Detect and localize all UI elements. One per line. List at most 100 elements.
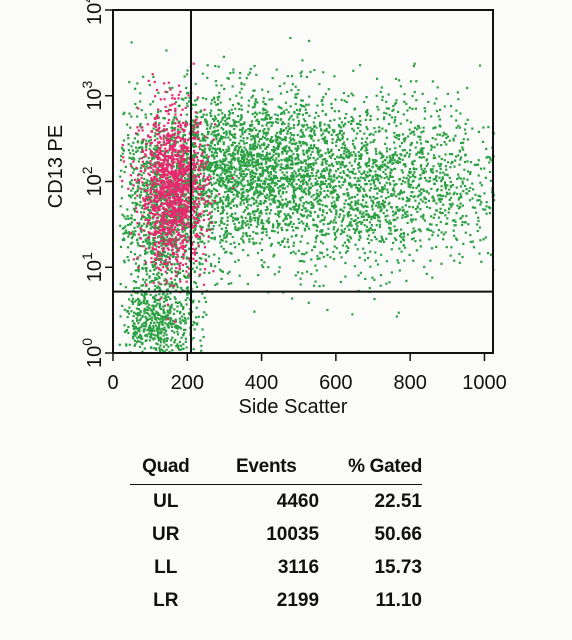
data-point (297, 218, 300, 221)
data-point (196, 208, 199, 211)
data-point (320, 134, 323, 137)
data-point (192, 145, 195, 148)
data-point (330, 150, 333, 153)
data-point (435, 170, 438, 173)
data-point (322, 169, 325, 172)
data-point (439, 200, 442, 203)
data-point (199, 225, 202, 228)
data-point (219, 109, 222, 112)
data-point (224, 251, 227, 254)
data-point (252, 89, 255, 92)
data-point (194, 154, 197, 157)
data-point (389, 221, 392, 225)
data-point (254, 100, 257, 103)
data-point (209, 141, 212, 144)
data-point (278, 211, 281, 214)
data-point (272, 151, 275, 154)
data-point (383, 206, 386, 209)
data-point (343, 149, 346, 152)
data-point (253, 127, 256, 130)
data-point (267, 175, 270, 178)
data-point (326, 189, 329, 192)
data-point (219, 159, 222, 162)
data-point (310, 135, 314, 138)
data-point (294, 172, 297, 175)
data-point (182, 148, 185, 151)
data-point (231, 166, 234, 169)
data-point (231, 112, 234, 115)
data-point (262, 266, 265, 269)
data-point (325, 129, 328, 132)
data-point (357, 126, 360, 129)
data-point (324, 141, 327, 144)
data-point (434, 177, 437, 181)
data-point (332, 228, 335, 231)
data-point (220, 84, 223, 87)
data-point (258, 211, 261, 215)
data-point (342, 210, 345, 213)
data-point (159, 176, 162, 180)
data-point (374, 187, 378, 190)
data-point (415, 186, 418, 190)
data-point (196, 190, 199, 193)
data-point (299, 108, 302, 111)
data-point (145, 224, 149, 227)
data-point (321, 181, 324, 184)
data-point (334, 221, 337, 224)
data-point (155, 180, 158, 183)
data-point (301, 135, 304, 138)
data-point (247, 212, 251, 215)
data-point (331, 138, 334, 141)
data-point (185, 257, 189, 260)
data-point (328, 171, 331, 174)
data-point (416, 128, 419, 131)
data-point (165, 254, 168, 257)
data-point (134, 281, 137, 284)
data-point (198, 165, 201, 168)
data-point (162, 130, 165, 133)
data-point (375, 238, 378, 241)
data-point (291, 297, 294, 300)
data-point (409, 194, 412, 198)
data-point (143, 222, 146, 225)
data-point (234, 179, 237, 182)
data-point (291, 83, 294, 86)
data-point (133, 167, 136, 171)
data-point (285, 198, 288, 201)
data-point (418, 194, 421, 197)
data-point (346, 225, 349, 228)
data-point (451, 202, 454, 205)
data-point (325, 162, 328, 165)
data-point (486, 252, 490, 255)
data-point (170, 271, 174, 274)
data-point (317, 176, 320, 179)
data-point (285, 223, 288, 226)
data-point (194, 134, 197, 137)
data-point (382, 240, 386, 243)
data-point (231, 216, 234, 219)
data-point (297, 161, 300, 164)
data-point (429, 259, 432, 262)
data-point (265, 228, 268, 231)
data-point (180, 97, 184, 100)
data-point (274, 212, 277, 216)
data-point (134, 330, 137, 333)
data-point (294, 158, 297, 161)
data-point (309, 126, 312, 129)
data-point (439, 125, 442, 128)
data-point (228, 98, 232, 101)
data-point (183, 229, 187, 232)
data-point (271, 229, 274, 233)
data-point (185, 168, 188, 171)
data-point (271, 188, 274, 191)
data-point (341, 143, 344, 146)
data-point (217, 98, 220, 101)
data-point (427, 192, 430, 195)
data-point (181, 135, 184, 138)
data-point (159, 110, 162, 113)
data-point (383, 116, 386, 119)
data-point (340, 208, 343, 211)
data-point (220, 245, 223, 248)
data-point (394, 212, 397, 215)
